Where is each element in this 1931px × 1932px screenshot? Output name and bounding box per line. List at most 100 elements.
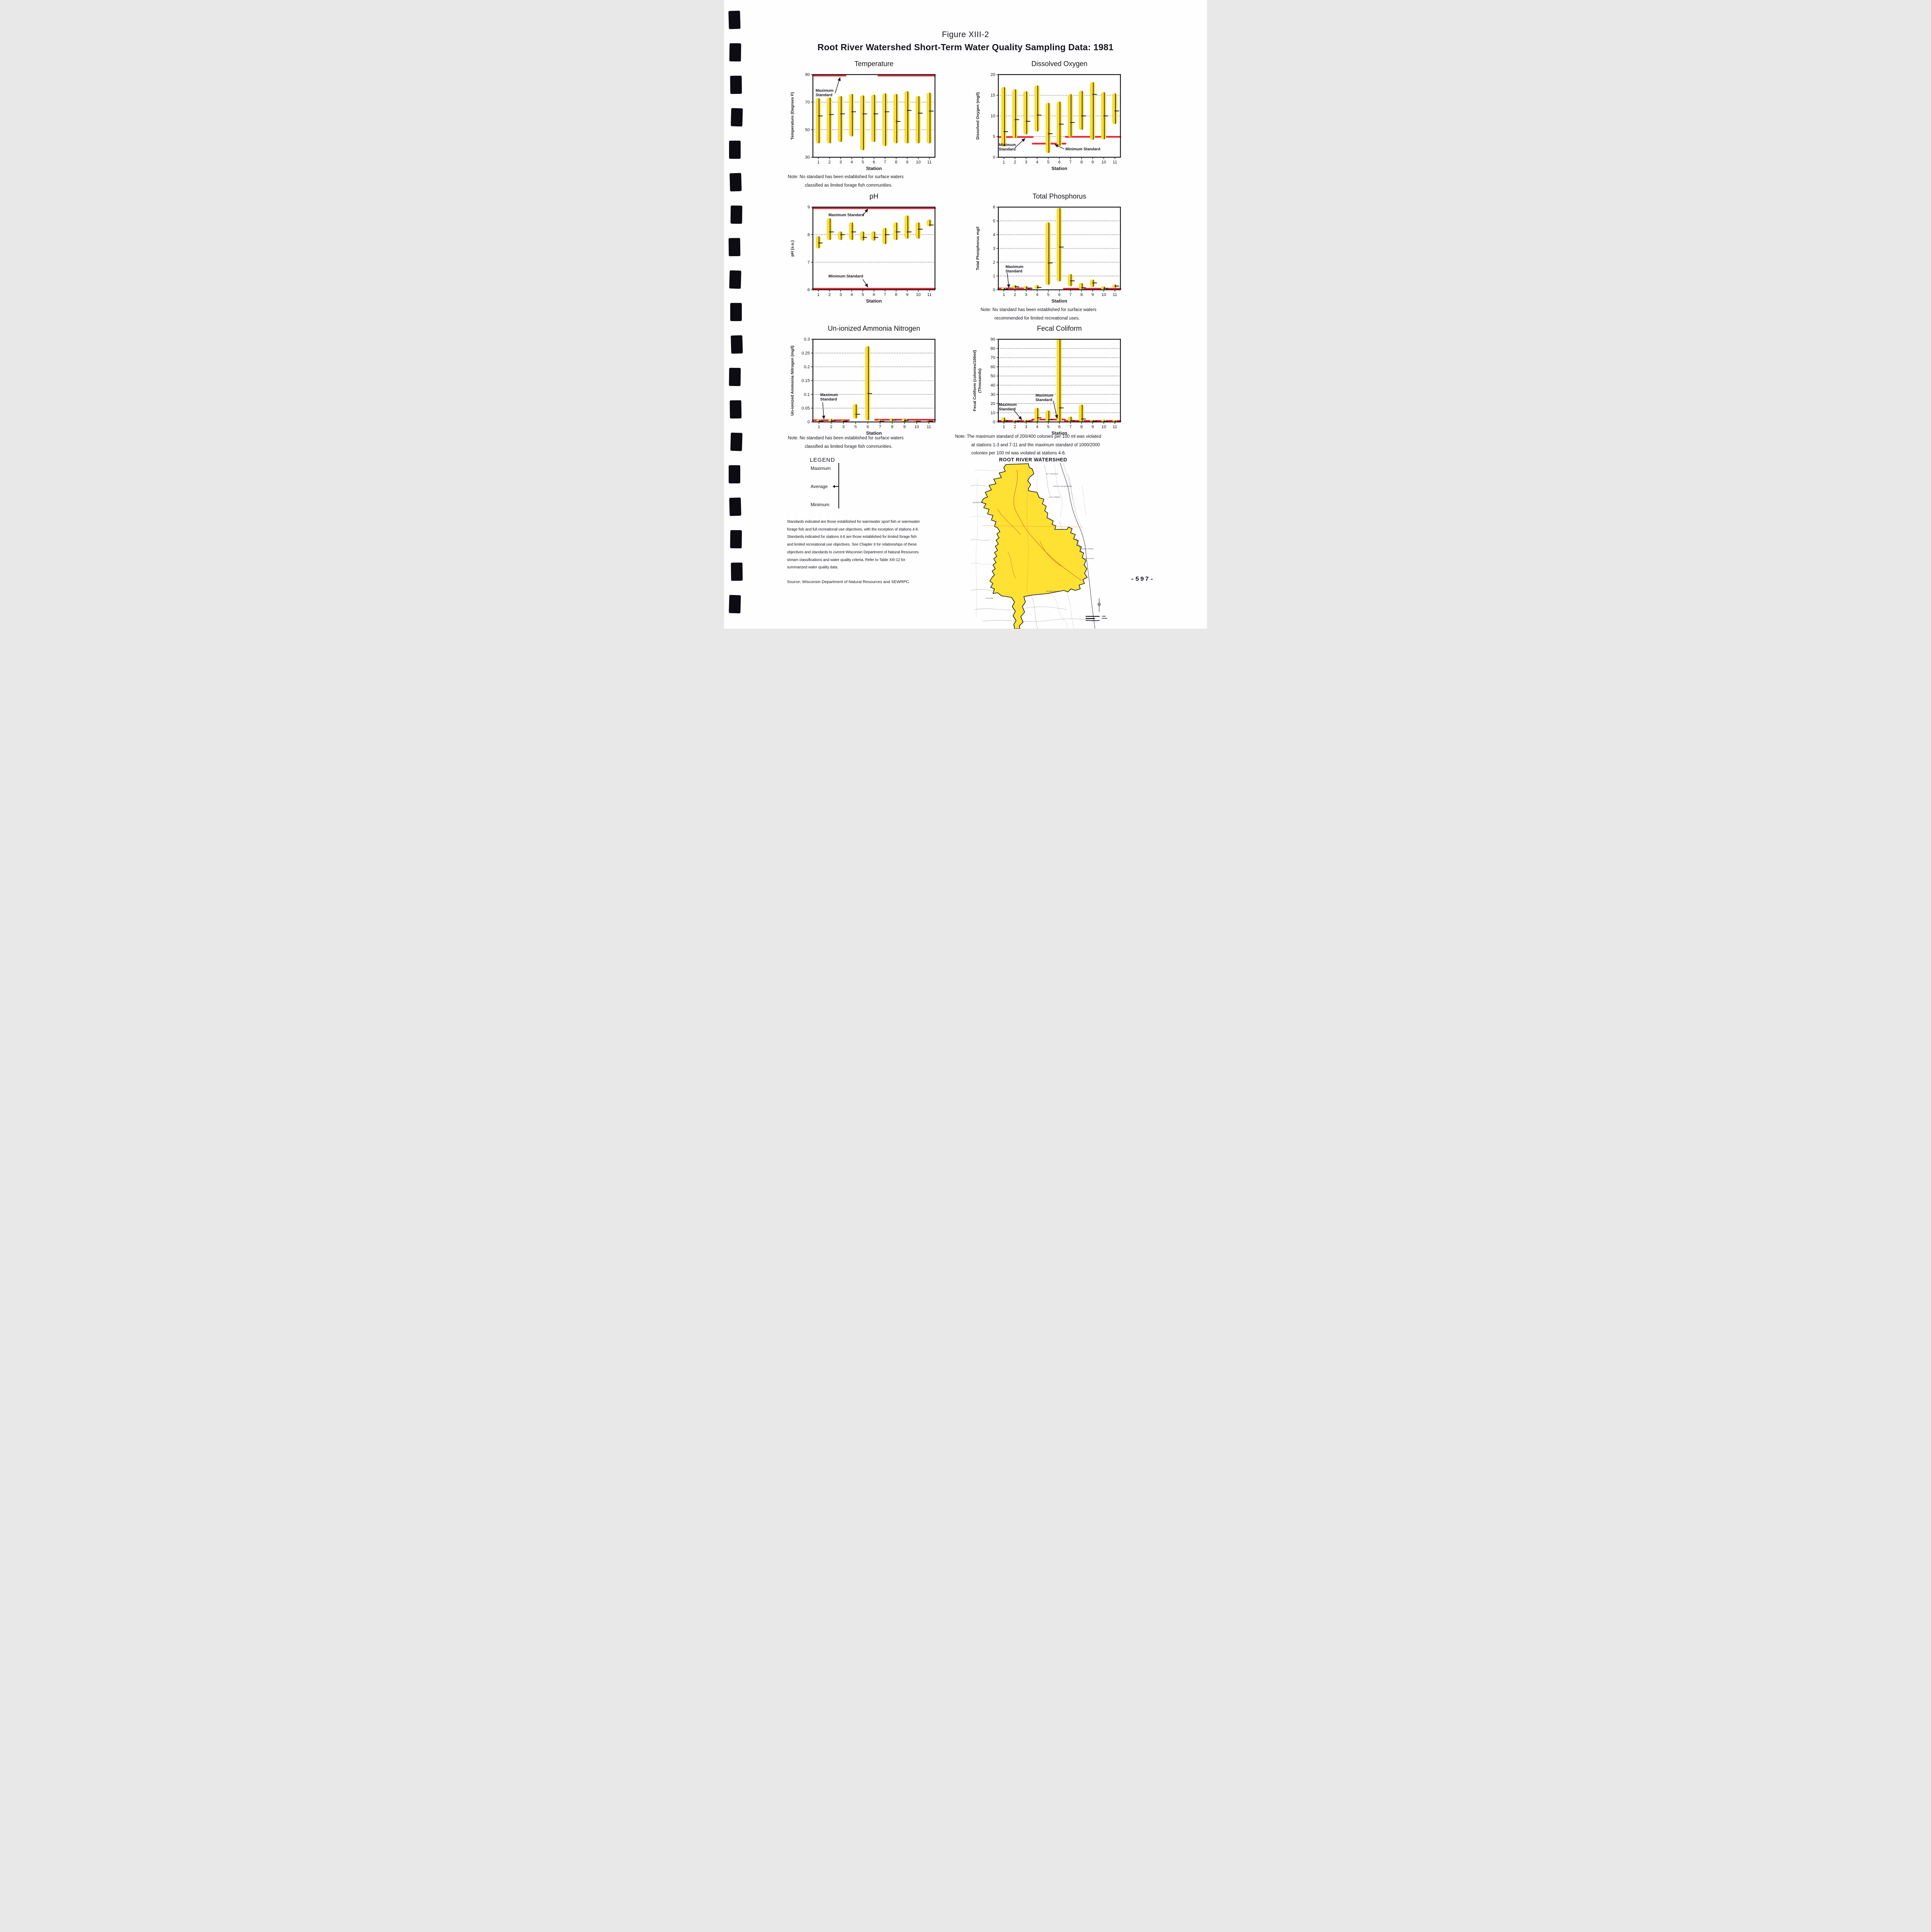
svg-text:1: 1 <box>1003 425 1005 429</box>
svg-text:8: 8 <box>1080 425 1083 429</box>
svg-text:Station: Station <box>866 430 882 436</box>
svg-text:9: 9 <box>1091 425 1094 429</box>
svg-text:4: 4 <box>850 160 853 165</box>
svg-text:5: 5 <box>993 219 995 223</box>
svg-text:Minimum Standard: Minimum Standard <box>828 274 863 279</box>
map-label: RACINE <box>986 597 993 599</box>
figure-label: Figure XIII-2 <box>942 30 989 39</box>
svg-text:1: 1 <box>1003 160 1005 165</box>
svg-text:11: 11 <box>1113 293 1117 297</box>
svg-text:7: 7 <box>879 425 881 429</box>
svg-text:Minimum: Minimum <box>999 143 1016 147</box>
ph-svg: pH 6 7 8 9 1 2 3 4 5 6 7 8 9 10 11 Station pH (s.u.) Maxim… <box>790 192 936 304</box>
svg-text:11: 11 <box>927 293 932 297</box>
binding-mark <box>728 10 741 29</box>
watershed-area <box>981 463 1088 629</box>
svg-text:pH: pH <box>869 192 878 200</box>
temperature-note-line2: classified as limited forage fish commun… <box>805 183 892 188</box>
binding-mark <box>730 432 743 451</box>
svg-text:Standard: Standard <box>820 397 837 401</box>
standards-paragraph-line: summarized water quality data. <box>787 565 838 570</box>
svg-text:Temperature: Temperature <box>854 60 893 68</box>
binding-mark <box>729 367 741 386</box>
map-label: ST. FRANCIS <box>1046 473 1058 475</box>
binding-mark <box>730 303 742 321</box>
svg-text:Maximum: Maximum <box>816 89 833 93</box>
svg-text:2: 2 <box>830 425 832 429</box>
binding-mark <box>731 562 743 581</box>
svg-text:3: 3 <box>993 247 995 251</box>
standards-paragraph-line: objectives and standards to current Wisc… <box>787 550 919 554</box>
map-title: ROOT RIVER WATERSHED <box>999 457 1067 463</box>
svg-text:0.2: 0.2 <box>804 365 810 369</box>
svg-text:11: 11 <box>1113 160 1117 165</box>
map-label: NORTH BAY <box>1083 558 1094 560</box>
svg-text:4: 4 <box>1036 293 1038 297</box>
standards-paragraph-line: Standards indicated are those establishe… <box>787 520 920 524</box>
legend-minimum-label: Minimum <box>811 502 830 507</box>
legend-average-arrow-icon <box>833 485 835 488</box>
binding-mark <box>730 530 742 549</box>
svg-text:11: 11 <box>1113 425 1117 429</box>
total-phosphorus-svg: Total Phosphorus 0 1 2 3 4 5 6 1 2 3 4 5 6 7 8 9 10 11 Stat… <box>976 192 1122 304</box>
map-label: STURTEVANT <box>1046 590 1059 592</box>
binding-mark <box>728 238 741 257</box>
svg-text:0: 0 <box>993 420 995 425</box>
svg-text:Maximum: Maximum <box>1035 394 1053 398</box>
svg-text:0.1: 0.1 <box>804 392 810 397</box>
svg-text:60: 60 <box>991 365 995 369</box>
svg-text:8: 8 <box>895 160 897 165</box>
svg-text:Minimum Standard: Minimum Standard <box>1066 147 1100 151</box>
svg-text:6: 6 <box>873 293 875 297</box>
standards-paragraph-line: and limited recreational use objectives.… <box>787 543 917 547</box>
svg-text:7: 7 <box>1069 160 1072 165</box>
fecal-coliform-svg: Fecal Coliform 0 10 20 30 40 50 60 70 80 90 1 2 3 4 5 6 7… <box>972 325 1122 436</box>
svg-text:0: 0 <box>993 288 995 293</box>
scanned-report-page: Figure XIII-2 Root River Watershed Short… <box>724 0 1207 629</box>
svg-text:5: 5 <box>862 160 864 165</box>
svg-text:6: 6 <box>993 205 995 210</box>
svg-text:(Thousands): (Thousands) <box>977 369 982 393</box>
svg-text:Maximum: Maximum <box>1006 265 1023 269</box>
binding-mark <box>731 335 743 354</box>
svg-text:7: 7 <box>1069 293 1072 297</box>
standards-paragraph-line: Standards indicated for stations 4-6 are… <box>787 535 917 539</box>
svg-text:6: 6 <box>807 288 810 293</box>
svg-text:10: 10 <box>1101 160 1106 165</box>
svg-text:pH (s.u.): pH (s.u.) <box>790 240 795 257</box>
legend-title: LEGEND <box>810 457 835 463</box>
svg-text:3: 3 <box>840 160 842 165</box>
ammonia-note-line1: Note: No standard has been established f… <box>788 436 904 440</box>
binding-mark <box>729 465 740 483</box>
svg-text:2: 2 <box>828 293 831 297</box>
legend-average-label: Average <box>811 484 828 489</box>
svg-text:30: 30 <box>805 155 810 160</box>
svg-text:1: 1 <box>1003 293 1005 297</box>
svg-text:15: 15 <box>991 93 995 98</box>
svg-text:10: 10 <box>991 114 995 119</box>
map-label: MUSKEGO <box>973 502 983 503</box>
svg-text:50: 50 <box>805 128 810 132</box>
svg-text:1: 1 <box>817 293 819 297</box>
svg-text:Un-ionized Ammonia Nitrogen: Un-ionized Ammonia Nitrogen <box>828 325 920 332</box>
north-arrow-icon <box>1098 598 1101 612</box>
svg-text:Station: Station <box>866 298 882 304</box>
svg-text:3: 3 <box>1025 425 1027 429</box>
lake-michigan-shoreline <box>1060 463 1095 629</box>
ammonia-note-line2: classified as limited forage fish commun… <box>805 444 892 449</box>
svg-text:7: 7 <box>884 293 886 297</box>
watershed-map: ST. FRANCIS SOUTH MILWAUKEE OAK CREEK LAKE … <box>970 463 1126 629</box>
svg-text:0.15: 0.15 <box>802 379 810 383</box>
svg-text:4: 4 <box>850 293 853 297</box>
svg-text:90: 90 <box>991 337 995 342</box>
chart-fecal-coliform: Fecal Coliform 0 10 20 30 40 50 60 70 80 90 1 2 3 4 5 6 7… <box>967 321 1126 437</box>
svg-text:6: 6 <box>867 425 869 429</box>
svg-text:8: 8 <box>1080 293 1083 297</box>
svg-text:1: 1 <box>817 160 819 165</box>
binding-mark <box>729 173 742 192</box>
binding-mark <box>729 400 742 419</box>
svg-text:6: 6 <box>1058 293 1061 297</box>
svg-text:Station: Station <box>1052 166 1067 171</box>
svg-text:8: 8 <box>1080 160 1083 165</box>
